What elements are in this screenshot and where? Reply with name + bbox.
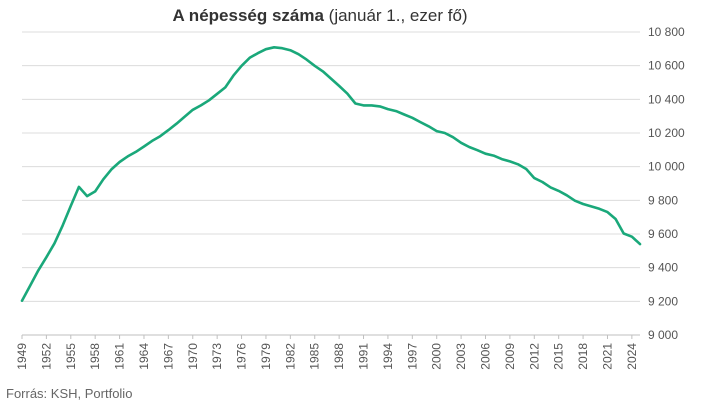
y-tick-label: 10 200	[648, 126, 685, 140]
y-tick-label: 9 000	[648, 328, 678, 342]
y-tick-label: 9 800	[648, 193, 678, 207]
population-series-line	[20, 45, 642, 303]
x-tick-label: 1955	[64, 343, 78, 370]
x-tick-label: 1961	[113, 343, 127, 370]
x-tick-label: 1967	[161, 343, 175, 370]
x-tick-label: 1964	[137, 343, 151, 370]
chart-title-main: A népesség száma	[172, 6, 324, 25]
x-tick-label: 1985	[308, 343, 322, 370]
source-note: Forrás: KSH, Portfolio	[6, 386, 133, 401]
x-tick-label: 1952	[39, 343, 53, 370]
x-tick-label: 1958	[88, 343, 102, 370]
x-tick-label: 1991	[357, 343, 371, 370]
x-tick-label: 2003	[454, 343, 468, 370]
x-tick-label: 2018	[576, 343, 590, 370]
x-tick-label: 2009	[503, 343, 517, 370]
y-tick-label: 9 600	[648, 227, 678, 241]
chart-title-sub: (január 1., ezer fő)	[323, 6, 468, 25]
x-tick-label: 2024	[625, 343, 639, 370]
y-tick-label: 9 400	[648, 261, 678, 275]
x-tick-label: 1949	[15, 343, 29, 370]
x-tick-label: 1997	[405, 343, 419, 370]
x-tick-label: 2021	[600, 343, 614, 370]
x-tick-label: 1979	[259, 343, 273, 370]
y-tick-label: 10 800	[648, 25, 685, 39]
x-tick-label: 1976	[235, 343, 249, 370]
x-tick-label: 2006	[479, 343, 493, 370]
x-tick-label: 1982	[283, 343, 297, 370]
y-tick-label: 9 200	[648, 294, 678, 308]
chart-title: A népesség száma (január 1., ezer fő)	[0, 6, 640, 26]
x-tick-label: 1994	[381, 343, 395, 370]
x-tick-label: 2012	[527, 343, 541, 370]
x-tick-label: 2015	[552, 343, 566, 370]
y-tick-label: 10 400	[648, 92, 685, 106]
y-tick-label: 10 600	[648, 59, 685, 73]
y-tick-label: 10 000	[648, 160, 685, 174]
x-tick-label: 1988	[332, 343, 346, 370]
x-tick-label: 1973	[210, 343, 224, 370]
x-tick-label: 2000	[430, 343, 444, 370]
x-tick-label: 1970	[186, 343, 200, 370]
